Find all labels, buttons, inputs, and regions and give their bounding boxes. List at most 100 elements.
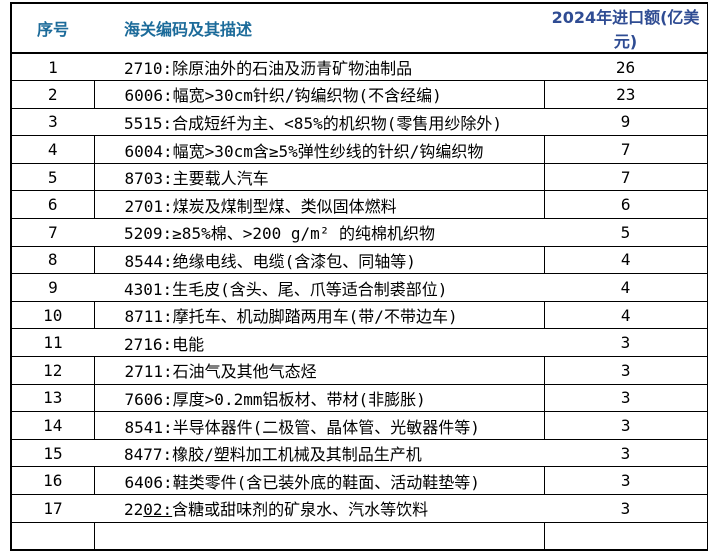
hs-code: 7606: bbox=[124, 389, 173, 409]
hs-code: 6406: bbox=[124, 472, 173, 492]
header-cell-import-value: 2024年进口额(亿美元) bbox=[544, 3, 708, 54]
hs-code: 5209: bbox=[124, 224, 173, 244]
hs-code: 4301: bbox=[124, 279, 173, 299]
import-value-cell: 6 bbox=[543, 190, 708, 220]
row-number-cell: 4 bbox=[10, 135, 95, 164]
row-number-cell: 15 bbox=[11, 438, 94, 468]
hs-code: 8544: bbox=[124, 251, 173, 271]
row-number-cell: 17 bbox=[11, 494, 94, 523]
table-row: 11 2716:电能 3 bbox=[11, 328, 708, 358]
import-value-cell: 23 bbox=[543, 80, 708, 109]
hs-code-description-cell: 2701:煤炭及煤制型煤、类似固体燃料 bbox=[93, 190, 545, 220]
import-value-cell: 3 bbox=[544, 438, 708, 468]
table-row: 8 8544:绝缘电线、电缆(含漆包、同轴等) 4 bbox=[10, 245, 708, 275]
row-number-cell bbox=[10, 521, 95, 551]
hs-code-description-cell: 2710:除原油外的石油及沥青矿物油制品 bbox=[94, 52, 544, 82]
hs-code: 8541: bbox=[124, 417, 173, 437]
hs-description: 含糖或甜味剂的矿泉水、汽水等饮料 bbox=[172, 500, 429, 520]
header-cell-description: 海关编码及其描述 bbox=[94, 3, 544, 54]
hs-description: 生毛皮(含头、尾、爪等适合制裘部位) bbox=[172, 279, 448, 299]
import-value-cell: 4 bbox=[543, 300, 708, 330]
hs-code: 5515: bbox=[124, 113, 173, 133]
table-row: 17 2202:含糖或甜味剂的矿泉水、汽水等饮料 3 bbox=[11, 494, 708, 523]
hs-description: 电能 bbox=[172, 334, 205, 354]
table-row: 3 5515:合成短纤为主、<85%的机织物(零售用纱除外) 9 bbox=[11, 107, 708, 137]
row-number-cell: 6 bbox=[10, 190, 95, 220]
hs-description: 煤炭及煤制型煤、类似固体燃料 bbox=[172, 196, 397, 216]
table-row bbox=[10, 521, 708, 551]
hs-code: 6006: bbox=[124, 86, 173, 106]
import-value-cell bbox=[543, 521, 708, 551]
hs-description: 石油气及其他气态烃 bbox=[172, 362, 317, 382]
hs-code: 8477: bbox=[124, 445, 173, 465]
hs-code-underlined-part: 02: bbox=[143, 500, 173, 520]
hs-code: 2716: bbox=[124, 334, 173, 354]
table-row: 12 2711:石油气及其他气态烃 3 bbox=[10, 356, 708, 385]
hs-code-description-cell: 5209:≥85%棉、>200 g/m² 的纯棉机织物 bbox=[94, 218, 544, 247]
hs-code-description-cell: 6006:幅宽>30cm针织/钩编织物(不含经编) bbox=[93, 80, 545, 109]
table-row: 14 8541:半导体器件(二极管、晶体管、光敏器件等) 3 bbox=[10, 411, 708, 440]
import-value-cell: 4 bbox=[543, 245, 708, 275]
hs-code: 6004: bbox=[124, 141, 173, 161]
row-number-cell: 8 bbox=[10, 245, 95, 275]
hs-code: 22 bbox=[124, 500, 144, 520]
table-row: 15 8477:橡胶/塑料加工机械及其制品生产机 3 bbox=[11, 438, 708, 468]
row-number-cell: 16 bbox=[10, 466, 95, 495]
hs-code-description-cell: 2202:含糖或甜味剂的矿泉水、汽水等饮料 bbox=[94, 494, 544, 523]
hs-description: ≥85%棉、>200 g/m² 的纯棉机织物 bbox=[172, 224, 436, 244]
hs-code-description-cell: 8711:摩托车、机动脚踏两用车(带/不带边车) bbox=[93, 300, 545, 330]
hs-code-description-cell: 5515:合成短纤为主、<85%的机织物(零售用纱除外) bbox=[94, 107, 544, 137]
hs-description: 半导体器件(二极管、晶体管、光敏器件等) bbox=[172, 417, 480, 437]
table-row: 10 8711:摩托车、机动脚踏两用车(带/不带边车) 4 bbox=[10, 300, 708, 330]
import-value-cell: 7 bbox=[543, 135, 708, 164]
table-row: 2 6006:幅宽>30cm针织/钩编织物(不含经编) 23 bbox=[10, 80, 708, 109]
hs-description: 主要载人汽车 bbox=[172, 169, 269, 189]
import-value-cell: 7 bbox=[543, 162, 708, 192]
hs-description: 幅宽>30cm含≥5%弹性纱线的针织/钩编织物 bbox=[172, 141, 484, 161]
hs-code: 8703: bbox=[124, 169, 173, 189]
row-number-cell: 14 bbox=[10, 411, 95, 440]
table-row: 16 6406:鞋类零件(含已装外底的鞋面、活动鞋垫等) 3 bbox=[10, 466, 708, 495]
import-value-cell: 3 bbox=[544, 494, 708, 523]
row-number-cell: 5 bbox=[10, 162, 95, 192]
table-row: 13 7606:厚度>0.2mm铝板材、带材(非膨胀) 3 bbox=[10, 383, 708, 413]
hs-description: 橡胶/塑料加工机械及其制品生产机 bbox=[172, 445, 422, 465]
hs-code: 8711: bbox=[124, 307, 173, 327]
page: { "colors": { "header_left_text": "#1c6b… bbox=[10, 2, 708, 551]
import-value-cell: 3 bbox=[543, 466, 708, 495]
header-row: 序号 海关编码及其描述 2024年进口额(亿美元) bbox=[11, 3, 708, 54]
header-cell-number: 序号 bbox=[11, 3, 94, 54]
table-row: 4 6004:幅宽>30cm含≥5%弹性纱线的针织/钩编织物 7 bbox=[10, 135, 708, 164]
import-value-cell: 3 bbox=[544, 328, 708, 358]
hs-description: 鞋类零件(含已装外底的鞋面、活动鞋垫等) bbox=[172, 472, 480, 492]
row-number-cell: 2 bbox=[10, 80, 95, 109]
import-value-cell: 5 bbox=[544, 218, 708, 247]
hs-description: 除原油外的石油及沥青矿物油制品 bbox=[172, 59, 413, 79]
import-value-cell: 4 bbox=[544, 273, 708, 302]
hs-code-description-cell: 8544:绝缘电线、电缆(含漆包、同轴等) bbox=[93, 245, 545, 275]
table-row: 9 4301:生毛皮(含头、尾、爪等适合制裘部位) 4 bbox=[11, 273, 708, 302]
hs-code-description-cell: 8541:半导体器件(二极管、晶体管、光敏器件等) bbox=[93, 411, 545, 440]
table-header: 序号 海关编码及其描述 2024年进口额(亿美元) bbox=[11, 3, 708, 54]
row-number-cell: 3 bbox=[11, 107, 94, 137]
hs-description: 幅宽>30cm针织/钩编织物(不含经编) bbox=[172, 86, 442, 106]
hs-description: 摩托车、机动脚踏两用车(带/不带边车) bbox=[172, 307, 458, 327]
hs-code-description-cell: 8477:橡胶/塑料加工机械及其制品生产机 bbox=[94, 438, 544, 468]
hs-code-description-cell: 6004:幅宽>30cm含≥5%弹性纱线的针织/钩编织物 bbox=[93, 135, 545, 164]
hs-code-description-cell: 2711:石油气及其他气态烃 bbox=[93, 356, 545, 385]
hs-code-description-cell: 7606:厚度>0.2mm铝板材、带材(非膨胀) bbox=[93, 383, 545, 413]
table-row: 6 2701:煤炭及煤制型煤、类似固体燃料 6 bbox=[10, 190, 708, 220]
hs-description: 合成短纤为主、<85%的机织物(零售用纱除外) bbox=[172, 113, 502, 133]
table-row: 1 2710:除原油外的石油及沥青矿物油制品 26 bbox=[11, 52, 708, 82]
hs-code-description-cell: 6406:鞋类零件(含已装外底的鞋面、活动鞋垫等) bbox=[93, 466, 545, 495]
customs-table-wrapper: 序号 海关编码及其描述 2024年进口额(亿美元) 1 2710:除原油外的石油及… bbox=[10, 2, 708, 551]
import-value-cell: 3 bbox=[543, 383, 708, 413]
table-row: 7 5209:≥85%棉、>200 g/m² 的纯棉机织物 5 bbox=[11, 218, 708, 247]
row-number-cell: 13 bbox=[10, 383, 95, 413]
customs-import-table: 序号 海关编码及其描述 2024年进口额(亿美元) 1 2710:除原油外的石油及… bbox=[10, 2, 708, 551]
hs-description: 绝缘电线、电缆(含漆包、同轴等) bbox=[172, 251, 416, 271]
row-number-cell: 9 bbox=[11, 273, 94, 302]
hs-code-description-cell bbox=[93, 521, 545, 551]
hs-code: 2711: bbox=[124, 362, 173, 382]
import-value-cell: 9 bbox=[544, 107, 708, 137]
